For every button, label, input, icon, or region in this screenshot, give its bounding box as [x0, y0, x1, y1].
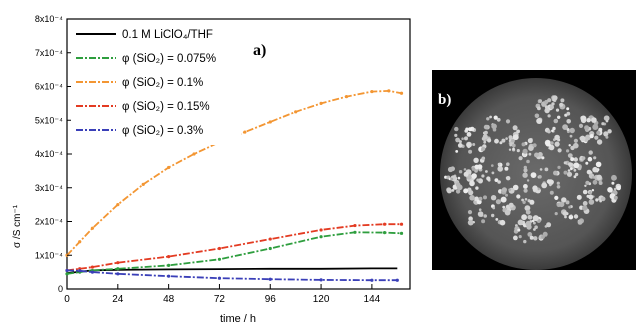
y-tick-label: 2x10⁻⁴: [35, 217, 63, 227]
data-point: [370, 89, 374, 94]
x-tick-label: 120: [313, 294, 330, 305]
data-point: [382, 231, 387, 235]
data-point: [90, 265, 95, 269]
data-point: [399, 222, 404, 226]
data-point: [382, 222, 387, 226]
y-tick-label: 3x10⁻⁴: [35, 183, 63, 193]
y-tick-label: 4x10⁻⁴: [35, 149, 63, 159]
data-point: [243, 130, 247, 134]
data-point: [116, 261, 120, 265]
data-point: [65, 268, 69, 273]
data-point: [167, 274, 171, 278]
data-point: [268, 237, 272, 241]
conductivity-chart: 0 1x10⁻⁴ 2x10⁻⁴ 3x10⁻⁴ 4x10⁻⁴ 5x10⁻⁴ 6x10⁻⁴ 7x1…: [12, 14, 411, 324]
y-tick-label: 8x10⁻⁴: [35, 14, 63, 24]
legend-label: φ (SiO₂) = 0.075%: [122, 53, 216, 65]
data-point: [78, 240, 82, 244]
x-tick-label: 72: [214, 294, 226, 305]
micrograph-image: b): [432, 70, 636, 270]
x-axis-label: time / h: [220, 313, 256, 324]
data-point: [387, 89, 391, 93]
panel-b-label: b): [438, 92, 451, 108]
legend-label: 0.1 M LiClO₄/THF: [122, 29, 213, 41]
data-point: [319, 101, 323, 105]
y-tick-label: 1x10⁻⁴: [35, 250, 63, 260]
data-point: [353, 230, 357, 234]
y-axis-label: σ /S cm⁻¹: [12, 204, 23, 248]
data-point: [167, 165, 171, 170]
legend-label: φ (SiO₂) = 0.3%: [122, 125, 203, 137]
data-point: [399, 231, 404, 235]
series-line: [66, 269, 398, 282]
x-tick-label: 48: [163, 294, 175, 305]
y-tick-label: 7x10⁻⁴: [35, 48, 63, 58]
data-point: [167, 255, 171, 259]
data-point: [192, 152, 196, 156]
data-point: [65, 272, 69, 276]
legend: 0.1 M LiClO₄/THF φ (SiO₂) = 0.075% φ (SiO₂…: [71, 21, 241, 145]
series-line: [66, 267, 398, 274]
data-point: [217, 276, 222, 280]
legend-label: φ (SiO₂) = 0.15%: [122, 101, 210, 113]
legend-label: φ (SiO₂) = 0.1%: [122, 77, 203, 89]
panel-a-label: a): [253, 42, 266, 59]
data-point: [370, 278, 374, 282]
data-point: [268, 120, 272, 124]
x-tick-label: 144: [364, 294, 381, 305]
y-tick-label: 5x10⁻⁴: [35, 115, 63, 125]
data-point: [141, 182, 145, 186]
data-point: [395, 278, 399, 282]
data-point: [116, 272, 120, 276]
data-point: [78, 269, 82, 273]
data-point: [268, 277, 272, 281]
data-point: [294, 110, 298, 114]
data-point: [116, 267, 120, 271]
data-point: [116, 203, 120, 207]
data-point: [217, 246, 222, 251]
data-point: [344, 95, 349, 99]
x-tick-label: 0: [64, 294, 70, 305]
y-tick-label: 0: [58, 284, 63, 294]
data-point: [319, 228, 323, 232]
data-point: [90, 226, 95, 230]
data-point: [399, 91, 404, 95]
data-point: [167, 263, 171, 267]
x-tick-label: 96: [265, 294, 277, 305]
data-point: [319, 235, 323, 239]
data-point: [217, 257, 222, 261]
data-point: [90, 270, 95, 274]
data-point: [268, 246, 272, 251]
data-point: [353, 223, 357, 228]
data-point: [319, 278, 323, 282]
x-tick-label: 24: [112, 294, 124, 305]
y-tick-label: 6x10⁻⁴: [35, 82, 63, 92]
